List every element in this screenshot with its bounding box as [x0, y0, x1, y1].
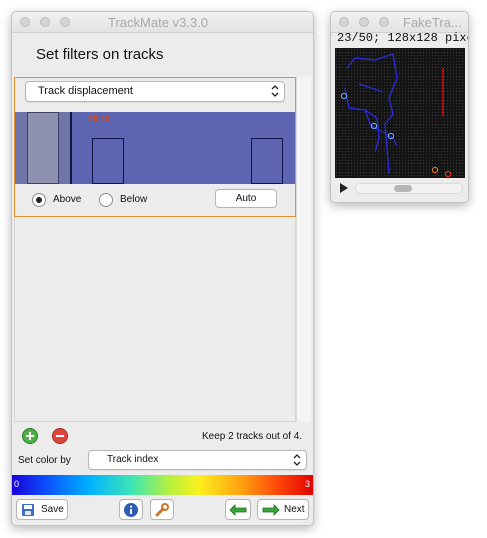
color-scale-min: 0 [14, 479, 20, 489]
window-title: TrackMate v3.3.0 [108, 15, 208, 30]
image-canvas[interactable] [335, 48, 465, 178]
threshold-line[interactable] [70, 112, 72, 184]
minimize-window-button[interactable] [359, 17, 369, 27]
remove-icon[interactable] [52, 428, 68, 444]
close-window-button[interactable] [20, 17, 30, 27]
frame-slider[interactable] [355, 183, 463, 194]
chevron-updown-icon [293, 454, 301, 466]
info-icon [124, 503, 138, 517]
below-radio[interactable] [99, 193, 113, 207]
next-button[interactable]: Next [257, 499, 309, 520]
zoom-window-button[interactable] [60, 17, 70, 27]
histogram-bar [27, 112, 59, 184]
save-button[interactable]: Save [16, 499, 68, 520]
close-window-button[interactable] [339, 17, 349, 27]
above-label: Above [53, 194, 82, 205]
color-feature-select[interactable]: Track index [88, 450, 307, 470]
wrench-icon [155, 503, 169, 517]
minimize-window-button[interactable] [40, 17, 50, 27]
trackmate-window: TrackMate v3.3.0 Set filters on tracks T… [11, 11, 314, 526]
feature-select-value: Track displacement [38, 85, 133, 97]
add-icon[interactable] [22, 428, 38, 444]
track-overlay [340, 53, 452, 178]
trackmate-titlebar: TrackMate v3.3.0 [12, 12, 313, 33]
save-label: Save [41, 504, 64, 515]
vertical-scrollbar[interactable] [296, 77, 311, 422]
save-icon [22, 504, 34, 516]
frame-slider-thumb[interactable] [394, 185, 412, 192]
zoom-window-button[interactable] [379, 17, 389, 27]
image-window-titlebar: FakeTra... [331, 12, 468, 33]
keep-tracks-text: Keep 2 tracks out of 4. [202, 431, 303, 442]
above-radio[interactable] [32, 193, 46, 207]
panel-title: Set filters on tracks [36, 46, 164, 63]
image-window-title: FakeTra... [403, 15, 462, 30]
play-icon[interactable] [340, 183, 348, 193]
previous-button[interactable] [225, 499, 251, 520]
histogram-bar [251, 138, 283, 184]
set-color-label: Set color by [18, 455, 71, 466]
histogram-bar [92, 138, 124, 184]
chevron-updown-icon [271, 85, 279, 97]
arrow-right-icon [262, 504, 280, 516]
next-label: Next [284, 504, 305, 515]
threshold-value: 20.10 [88, 114, 111, 124]
settings-button[interactable] [150, 499, 174, 520]
arrow-left-icon [229, 504, 247, 516]
image-window: FakeTra... 23/50; 128x128 pixe [330, 11, 469, 203]
below-label: Below [120, 194, 148, 205]
image-status-text: 23/50; 128x128 pixe [337, 31, 469, 45]
feature-histogram[interactable] [15, 112, 295, 184]
color-scale-max: 3 [305, 479, 311, 489]
about-button[interactable] [119, 499, 143, 520]
color-feature-value: Track index [107, 454, 159, 465]
auto-button[interactable]: Auto [215, 189, 277, 208]
color-scale-bar [12, 475, 313, 495]
excluded-range-shade [15, 112, 70, 184]
track-filter-panel: Track displacement 20.10 Above Below Aut… [14, 77, 296, 217]
feature-select[interactable]: Track displacement [25, 81, 285, 102]
